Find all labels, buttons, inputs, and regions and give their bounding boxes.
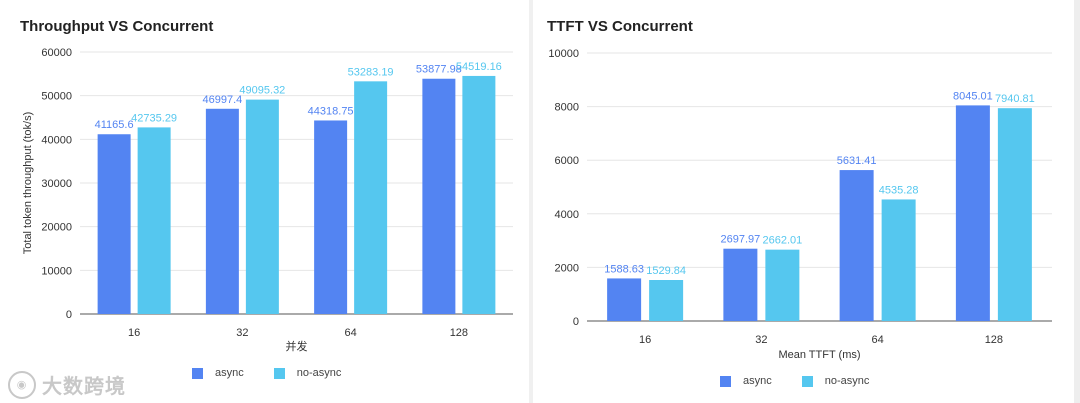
- data-label-no-async-16: 42735.29: [131, 112, 177, 124]
- bar-no-async-32: [765, 249, 800, 321]
- bar-no-async-128: [997, 108, 1032, 321]
- bar-async-64: [839, 170, 874, 321]
- bar-no-async-16: [649, 280, 684, 321]
- watermark-text: 大数跨境: [42, 376, 126, 398]
- y-axis-label: Total token throughput (tok/s): [22, 112, 34, 254]
- y-tick-label: 10000: [41, 265, 72, 277]
- y-tick-label: 10000: [548, 48, 579, 60]
- x-axis-label: Mean TTFT (ms): [778, 349, 860, 361]
- bar-no-async-64: [881, 199, 916, 321]
- x-tick-label: 16: [639, 334, 651, 346]
- data-label-async-64: 5631.41: [837, 155, 877, 167]
- y-tick-label: 60000: [41, 47, 72, 59]
- data-label-no-async-32: 2662.01: [762, 235, 802, 247]
- data-label-async-32: 46997.4: [202, 94, 242, 106]
- watermark: ◉ 大数跨境: [8, 370, 126, 399]
- y-tick-label: 6000: [555, 155, 579, 167]
- panel-divider: [529, 0, 533, 403]
- legend-label-async: async: [743, 375, 772, 387]
- ttft-chart-svg: 0 2000 4000 6000 8000 10000 1588.63 1529.84 16 26…: [548, 48, 1052, 361]
- x-tick-label: 128: [450, 327, 468, 339]
- throughput-chart-svg: 0 10000 20000 30000 40000 50000 60000 41165.642…: [22, 47, 513, 353]
- y-tick-label: 20000: [41, 222, 72, 234]
- chart-title: Throughput VS Concurrent: [20, 18, 214, 35]
- bar-no-async-16: [137, 127, 171, 314]
- x-tick-label: 64: [345, 327, 357, 339]
- data-label-async-128: 8045.01: [953, 90, 993, 102]
- data-label-no-async-16: 1529.84: [646, 265, 686, 277]
- legend-item-async[interactable]: async: [192, 367, 244, 379]
- bar-no-async-64: [354, 81, 388, 314]
- legend-item-no-async[interactable]: no-async: [801, 375, 870, 387]
- chart-legend: async no-async: [192, 367, 371, 379]
- data-label-async-16: 1588.63: [604, 263, 644, 275]
- chart-legend: async no-async: [720, 375, 899, 387]
- legend-label-no-async: no-async: [824, 375, 870, 387]
- bar-async-128: [422, 78, 456, 314]
- x-tick-label: 128: [985, 334, 1003, 346]
- bar-async-16: [97, 134, 131, 314]
- legend-label-no-async: no-async: [296, 367, 342, 379]
- legend-swatch-async: [192, 367, 203, 379]
- data-label-no-async-128: 7940.81: [995, 93, 1035, 105]
- scrollbar-edge: [1074, 0, 1080, 403]
- y-tick-label: 2000: [555, 262, 579, 274]
- data-label-async-32: 2697.97: [720, 234, 760, 246]
- x-tick-label: 16: [128, 327, 140, 339]
- x-tick-label: 64: [872, 334, 884, 346]
- y-tick-label: 8000: [555, 102, 579, 114]
- bar-async-128: [955, 105, 990, 321]
- bar-async-16: [607, 278, 642, 321]
- data-label-no-async-128: 54519.16: [456, 61, 502, 73]
- y-tick-label: 0: [66, 309, 72, 321]
- data-label-async-16: 41165.6: [95, 119, 134, 131]
- bar-async-32: [205, 108, 239, 315]
- y-tick-label: 50000: [41, 91, 72, 103]
- x-tick-label: 32: [755, 334, 767, 346]
- bar-async-64: [314, 120, 348, 314]
- legend-swatch-no-async: [801, 375, 813, 387]
- y-tick-label: 40000: [41, 134, 72, 146]
- data-label-no-async-64: 4535.28: [879, 184, 919, 196]
- legend-swatch-no-async: [273, 367, 285, 379]
- bar-no-async-128: [462, 75, 496, 314]
- bar-async-32: [723, 248, 758, 321]
- data-label-async-64: 44318.75: [308, 105, 354, 117]
- data-label-no-async-32: 49095.32: [239, 85, 285, 97]
- bar-no-async-32: [245, 99, 279, 315]
- data-label-async-128: 53877.98: [416, 64, 462, 76]
- y-tick-label: 30000: [41, 178, 72, 190]
- legend-swatch-async: [720, 375, 731, 387]
- legend-label-async: async: [215, 367, 244, 379]
- bigdata-logo-icon: ◉: [8, 370, 36, 399]
- chart-title: TTFT VS Concurrent: [547, 18, 693, 35]
- throughput-chart-panel: Throughput VS Concurrent 0 10000 20000 3000…: [0, 0, 529, 403]
- legend-item-async[interactable]: async: [720, 375, 772, 387]
- data-label-no-async-64: 53283.19: [348, 66, 394, 78]
- x-axis-label: 并发: [286, 339, 308, 353]
- y-tick-label: 0: [573, 316, 579, 328]
- legend-item-no-async[interactable]: no-async: [273, 367, 342, 379]
- y-tick-label: 4000: [555, 209, 579, 221]
- x-tick-label: 32: [236, 327, 248, 339]
- ttft-chart-panel: TTFT VS Concurrent 0 2000 4000 6000 8000 1000…: [533, 0, 1080, 403]
